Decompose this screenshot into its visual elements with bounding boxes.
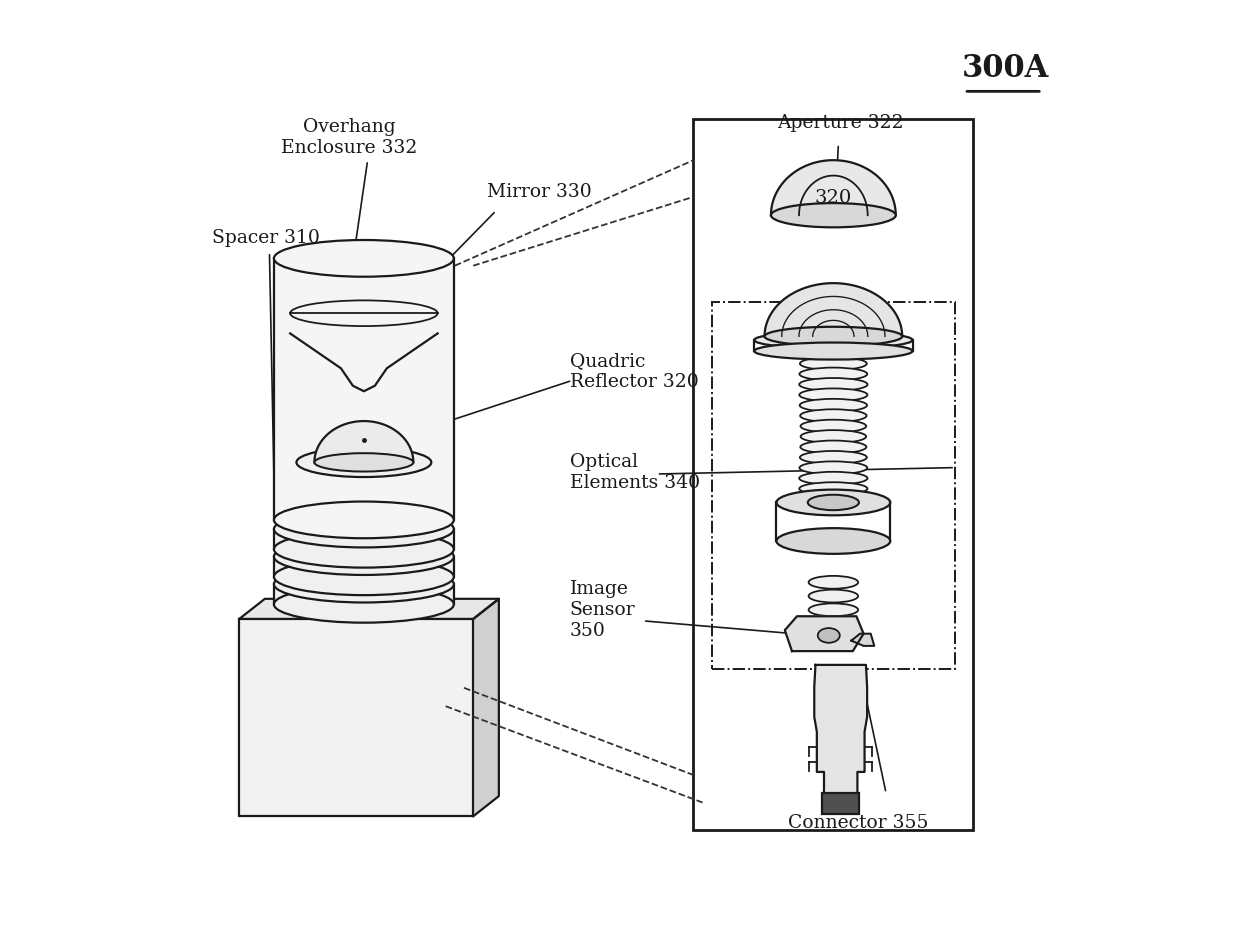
Ellipse shape — [800, 357, 867, 370]
Text: 300A: 300A — [962, 53, 1049, 84]
Ellipse shape — [800, 493, 867, 506]
Ellipse shape — [765, 327, 903, 346]
Ellipse shape — [274, 531, 454, 568]
Polygon shape — [771, 160, 895, 215]
Bar — [274, 584, 454, 605]
Bar — [822, 794, 859, 814]
Ellipse shape — [274, 511, 454, 547]
Text: Aperture 322: Aperture 322 — [777, 115, 904, 132]
Text: Optical
Elements 340: Optical Elements 340 — [569, 453, 699, 492]
Ellipse shape — [800, 461, 867, 474]
Bar — [239, 619, 474, 817]
Text: 320: 320 — [815, 189, 852, 206]
Ellipse shape — [274, 502, 454, 538]
Ellipse shape — [274, 538, 454, 575]
Ellipse shape — [315, 453, 413, 471]
Polygon shape — [765, 283, 903, 336]
Ellipse shape — [800, 451, 867, 464]
Text: Connector 355: Connector 355 — [789, 814, 929, 832]
Bar — [274, 557, 454, 577]
Ellipse shape — [808, 617, 858, 630]
Ellipse shape — [296, 447, 432, 477]
Ellipse shape — [754, 343, 913, 359]
Ellipse shape — [801, 419, 867, 432]
Polygon shape — [785, 616, 863, 651]
Ellipse shape — [776, 490, 890, 515]
Polygon shape — [474, 599, 498, 817]
Ellipse shape — [800, 388, 868, 401]
Text: Mirror 330: Mirror 330 — [487, 183, 591, 201]
Bar — [693, 119, 973, 830]
Ellipse shape — [808, 604, 858, 616]
Ellipse shape — [754, 332, 913, 348]
Ellipse shape — [801, 431, 867, 443]
Polygon shape — [239, 599, 498, 619]
Ellipse shape — [274, 586, 454, 622]
Ellipse shape — [274, 240, 454, 277]
Ellipse shape — [817, 628, 839, 643]
Ellipse shape — [800, 482, 868, 495]
Ellipse shape — [807, 494, 859, 510]
Polygon shape — [315, 421, 413, 462]
Text: Image
Sensor
350: Image Sensor 350 — [569, 580, 635, 640]
Ellipse shape — [274, 566, 454, 603]
Ellipse shape — [800, 472, 868, 484]
Bar — [274, 258, 454, 519]
Bar — [712, 303, 955, 669]
Ellipse shape — [776, 528, 890, 554]
Ellipse shape — [808, 590, 858, 603]
Ellipse shape — [800, 368, 867, 381]
Ellipse shape — [808, 576, 858, 589]
Ellipse shape — [274, 558, 454, 595]
Ellipse shape — [800, 378, 868, 391]
Text: Spacer 310: Spacer 310 — [212, 229, 320, 247]
Polygon shape — [852, 633, 874, 646]
Polygon shape — [815, 665, 867, 799]
Bar — [274, 529, 454, 549]
Ellipse shape — [800, 441, 867, 454]
Ellipse shape — [800, 399, 867, 412]
Text: Overhang
Enclosure 332: Overhang Enclosure 332 — [281, 118, 418, 156]
Ellipse shape — [800, 409, 867, 422]
Text: Quadric
Reflector 320: Quadric Reflector 320 — [569, 352, 698, 391]
Ellipse shape — [771, 203, 895, 228]
